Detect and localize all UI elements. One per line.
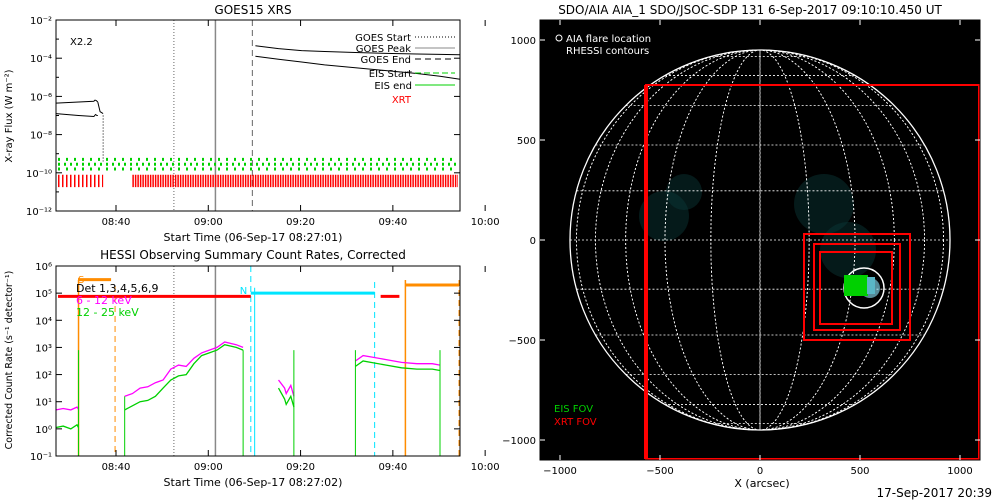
hessi-panel: HESSI Observing Summary Count Rates, Cor… [4,248,500,489]
goes-y-label: X-ray Flux (W m⁻²) [4,69,15,162]
goes-title: GOES15 XRS [214,3,291,17]
hessi-y-tick-label: 10³ [35,343,52,354]
aia-legend-flare-location: AIA flare location [566,34,651,45]
hessi-x-tick-label: 09:40 [378,462,407,473]
hessi-x-axis: 08:40 09:00 09:20 09:40 10:00 [102,266,500,473]
aia-coronal-emission [666,174,702,210]
hessi-count-curve [355,360,441,372]
hessi-y-label: Corrected Count Rate (s⁻¹ detector⁻¹) [4,271,15,450]
aia-x-tick-label: −500 [646,466,673,477]
hessi-y-tick-label: 10⁴ [35,316,52,327]
goes-x-label: Start Time (06-Sep-17 08:27:01) [164,231,343,244]
aia-legend-eis-fov: EIS FOV [554,404,593,415]
goes-flux-curve [97,101,104,115]
hessi-title: HESSI Observing Summary Count Rates, Cor… [100,248,406,262]
aia-flare-location-marker-icon [555,34,563,42]
hessi-count-curve [277,379,295,397]
solar-longitude-line [595,49,925,431]
aia-x-tick-label: 500 [850,466,869,477]
hessi-y-tick-label: 10⁻¹ [30,452,52,463]
goes-flux-curve [55,113,98,118]
goes-flux-curve [55,99,99,104]
goes-x-tick-label: 09:40 [378,217,407,228]
aia-y-tick-label: 1000 [511,36,536,47]
goes-y-axis: 10⁻² 10⁻⁴ 10⁻⁶ 10⁻⁸ 10⁻¹⁰ 10⁻¹² [26,16,460,218]
goes-legend-label: GOES Start [355,33,411,44]
goes-y-tick-label: 10⁻¹⁰ [26,169,52,180]
goes-flux-curve [255,45,461,56]
hessi-count-curve [124,344,244,411]
aia-y-axis: 1000 500 0 −500 −1000 [502,36,980,447]
eis-fov-box [844,275,868,296]
hessi-legend-label: 12 - 25 keV [76,306,139,319]
xrt-fov-box [813,243,901,331]
hessi-segment-label-n: N [240,286,247,297]
goes-y-tick-label: 10⁻⁸ [30,131,52,142]
hessi-count-curve [55,406,80,411]
goes-x-tick-label: 09:20 [286,217,315,228]
hessi-x-tick-label: 08:40 [102,462,131,473]
goes-annotation-x2-2: X2.2 [70,37,93,48]
hessi-legend-label: 6 - 12 keV [76,294,132,307]
aia-coronal-emission [820,222,876,278]
hessi-legend-label: Det 1,3,4,5,6,9 [76,282,159,295]
hessi-y-tick-label: 10¹ [35,398,52,409]
hessi-axes-frame [55,265,461,457]
goes-legend-label: GOES End [361,55,411,66]
goes-legend-label: EIS Start [369,69,412,80]
aia-y-tick-label: 500 [517,136,536,147]
hessi-y-tick-label: 10⁰ [35,425,52,436]
aia-x-tick-label: −1000 [543,466,577,477]
hessi-count-curve [277,387,295,408]
goes-plot-area [55,20,461,211]
aia-x-tick-label: 0 [757,466,763,477]
goes-legend-label: XRT [392,95,412,106]
goes-legend-label: EIS end [374,81,412,92]
goes-y-tick-label: 10⁻⁴ [30,54,52,65]
aia-x-axis: −1000 −500 0 500 1000 [543,20,973,477]
hessi-y-tick-label: 10⁵ [35,289,52,300]
hessi-count-curve [124,341,244,397]
aia-y-tick-label: −1000 [502,436,536,447]
goes-flux-curve [255,55,461,80]
goes-x-axis: 08:40 09:00 09:20 09:40 10:00 [102,20,500,228]
xrt-fov-box [819,251,893,325]
solar-longitude-line [576,49,944,431]
aia-title: SDO/AIA AIA_1 SDO/JSOC-SDP 131 6-Sep-201… [558,3,942,17]
hessi-segment-label-s: S [78,275,84,286]
aia-legend-rhessi-contours: RHESSI contours [566,46,649,57]
goes-x-tick-label: 10:00 [471,217,500,228]
aia-coronal-emission [639,191,689,241]
aia-legend-xrt-fov: XRT FOV [554,417,597,428]
goes-x-tick-label: 08:40 [102,217,131,228]
aia-panel: SDO/AIA AIA_1 SDO/JSOC-SDP 131 6-Sep-201… [502,3,992,500]
flare-core [867,277,875,294]
aia-y-tick-label: −500 [509,336,536,347]
xrt-fov-box [803,233,911,341]
goes-x-tick-label: 09:00 [194,217,223,228]
hessi-x-tick-label: 09:00 [194,462,223,473]
goes-panel: GOES15 XRS 10⁻² 10⁻⁴ 10⁻⁶ 10⁻⁸ 10⁻¹⁰ 10⁻¹² 08… [4,3,500,244]
goes-y-tick-label: 10⁻¹² [26,207,52,218]
aia-y-tick-label: 0 [530,236,536,247]
hessi-y-axis: 10⁶ 10⁵ 10⁴ 10³ 10² 10¹ 10⁰ 10⁻¹ [30,262,460,463]
hessi-count-curve [355,354,441,366]
hessi-x-tick-label: 10:00 [471,462,500,473]
hessi-count-curve [55,423,80,430]
hessi-plot-area: SN [55,266,460,456]
aia-x-label: X (arcsec) [734,477,789,490]
aia-timestamp: 17-Sep-2017 20:39 [877,486,992,500]
hessi-y-tick-label: 10⁶ [35,262,52,273]
aia-x-tick-label: 1000 [947,466,972,477]
hessi-x-label: Start Time (06-Sep-17 08:27:02) [164,476,343,489]
hessi-y-tick-label: 10² [35,371,52,382]
goes-y-tick-label: 10⁻² [30,16,52,27]
hessi-x-tick-label: 09:20 [286,462,315,473]
goes-y-tick-label: 10⁻⁶ [30,92,52,103]
goes-legend-label: GOES Peak [356,44,411,55]
